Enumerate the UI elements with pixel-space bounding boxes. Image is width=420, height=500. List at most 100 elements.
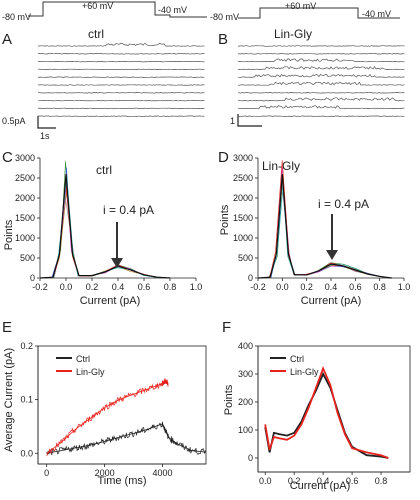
y-tick-label: 1500 xyxy=(233,213,253,223)
legend-label: Ctrl xyxy=(76,354,90,364)
plot-frame xyxy=(257,345,411,473)
trace-sweep xyxy=(37,107,205,110)
x-tick-label: 0.8 xyxy=(164,282,177,292)
scale-current-label-b: 1 xyxy=(230,116,235,126)
panel-d-arrow xyxy=(326,214,338,260)
y-tick-label: 1500 xyxy=(15,213,35,223)
trace-sweep xyxy=(238,105,405,110)
trace-sweep xyxy=(237,81,405,86)
y-tick-label: 500 xyxy=(238,253,253,263)
y-tick-label: 0.0 xyxy=(20,448,33,458)
x-tick-label: 0.6 xyxy=(349,282,362,292)
histogram-overlay-line xyxy=(39,185,170,279)
panel-c-arrow xyxy=(111,222,123,268)
series-line-lin-gly xyxy=(46,380,169,454)
x-tick-label: 4000 xyxy=(153,468,173,478)
x-tick-label: 0.6 xyxy=(138,282,151,292)
trace-sweep xyxy=(37,84,205,86)
histogram-overlay-line xyxy=(40,176,169,279)
y-tick-label: 300 xyxy=(238,369,253,379)
histogram-overlay-line xyxy=(40,167,171,279)
series-line-main xyxy=(257,173,392,279)
y-tick-label: 0 xyxy=(30,273,35,283)
trace-sweep xyxy=(37,99,205,102)
trace-sweep xyxy=(37,92,205,94)
trace-sweep xyxy=(37,53,205,55)
x-tick-label: 0.0 xyxy=(60,282,73,292)
protocol-step-label: +60 mV xyxy=(82,1,113,11)
x-tick-label: 0.4 xyxy=(325,282,338,292)
trace-sweep xyxy=(37,76,205,78)
panel-c-chart: -0.2 0.0 0.2 0.4 0.6 0.8 1.0 0 500 1000 1500 2000 25… xyxy=(15,153,202,292)
panel-c-xlabel: Current (pA) xyxy=(80,295,141,307)
panel-f-letter: F xyxy=(222,319,231,336)
y-tick-label: 200 xyxy=(238,397,253,407)
trace-sweep xyxy=(238,45,405,47)
protocol-end-label: -80 mV xyxy=(210,12,239,22)
x-tick-label: 0.8 xyxy=(375,476,388,486)
x-tick-label: 0.4 xyxy=(317,476,330,486)
trace-sweep xyxy=(37,60,205,63)
plot-frame xyxy=(37,345,207,465)
series-line-lin-gly xyxy=(264,365,389,459)
panel-d-title: Lin-Gly xyxy=(262,159,300,173)
panel-c-annotation: i = 0.4 pA xyxy=(103,203,154,217)
x-tick-label: 0.0 xyxy=(276,282,289,292)
x-tick-label: 0.6 xyxy=(346,476,359,486)
legend-label: Ctrl xyxy=(290,354,304,364)
y-tick-label: 500 xyxy=(20,253,35,263)
panel-e-xlabel: Time (ms) xyxy=(97,475,146,487)
y-tick-label: 0.2 xyxy=(20,341,33,351)
trace-sweep xyxy=(237,115,405,117)
panel-c-letter: C xyxy=(2,149,13,166)
panel-f-ylabel: Points xyxy=(223,384,235,415)
y-tick-label: 3000 xyxy=(233,153,253,163)
y-tick-label: 2000 xyxy=(233,193,253,203)
x-tick-label: 1.0 xyxy=(190,282,203,292)
x-tick-label: 0.2 xyxy=(300,282,313,292)
panel-b-scale-bar: 1 xyxy=(230,114,262,127)
panel-b-title: Lin-Gly xyxy=(274,27,312,41)
panel-e-letter: E xyxy=(2,319,12,336)
protocol-right: +60 mV -40 mV xyxy=(238,1,400,19)
panel-a-scale-bar: 0.5pA 1s xyxy=(2,116,56,141)
x-tick-label: 0.0 xyxy=(259,476,272,486)
trace-sweep xyxy=(237,65,405,71)
x-tick-label: 0.8 xyxy=(373,282,386,292)
series-line-main xyxy=(39,173,171,279)
panel-d-xlabel: Current (pA) xyxy=(301,295,362,307)
y-tick-label: 100 xyxy=(238,425,253,435)
panel-f-xlabel: Current (pA) xyxy=(290,480,351,492)
protocol-right-post-label: -40 mV xyxy=(362,9,391,19)
panel-a-title: ctrl xyxy=(88,27,104,41)
panel-e-chart: 0 2000 4000 0.0 0.1 0.2 Ctrl Lin-Gly xyxy=(20,341,207,478)
protocol-left: -80 mV +60 mV -40 mV -80 mV xyxy=(2,1,239,22)
panel-f-chart: 0.0 0.2 0.4 0.6 0.8 0 100 200 300 400 Ctrl Lin-Gly xyxy=(238,341,411,486)
scale-current-label: 0.5pA xyxy=(2,116,26,126)
y-tick-label: 2000 xyxy=(15,193,35,203)
panel-a-letter: A xyxy=(2,31,12,48)
panel-d-letter: D xyxy=(218,149,229,166)
trace-sweep xyxy=(237,92,405,94)
trace-sweep xyxy=(238,73,405,78)
y-tick-label: 400 xyxy=(238,341,253,351)
y-tick-label: 3000 xyxy=(15,153,35,163)
trace-sweep xyxy=(38,42,205,47)
x-tick-label: 1.0 xyxy=(398,282,411,292)
panel-d-chart: -0.2 0.0 0.2 0.4 0.6 0.8 1.0 0 500 1000 1500 2000 25… xyxy=(233,153,410,292)
x-tick-label: 2000 xyxy=(95,468,115,478)
protocol-hold-label: -80 mV xyxy=(2,12,31,22)
y-tick-label: 0.1 xyxy=(20,395,33,405)
panel-c-title: ctrl xyxy=(96,163,112,177)
protocol-right-step-label: +60 mV xyxy=(285,1,316,11)
histogram-overlay-line xyxy=(40,183,170,279)
panel-e-ylabel: Average Current (pA) xyxy=(3,348,15,452)
x-tick-label: 0 xyxy=(44,468,49,478)
trace-sweep xyxy=(237,58,405,63)
series-noise xyxy=(46,421,206,456)
protocol-post-label: -40 mV xyxy=(158,5,187,15)
series-line-ctrl xyxy=(264,371,389,459)
x-tick-label: 0.4 xyxy=(112,282,125,292)
y-tick-label: 1000 xyxy=(15,233,35,243)
